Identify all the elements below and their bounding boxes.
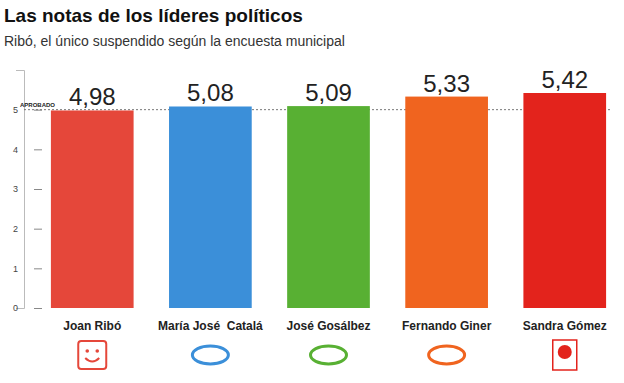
logo-shape (192, 346, 228, 364)
party-logo (78, 341, 106, 369)
y-tick-label: 4 (13, 145, 18, 155)
party-logo (192, 346, 228, 364)
y-tick: 4 (13, 145, 42, 155)
logo-shape (558, 345, 572, 359)
data-labels: 4,98 5,08 5,09 5,33 5,42 (69, 66, 588, 110)
y-tick-label: 2 (13, 224, 18, 234)
y-tick: 2 (13, 224, 42, 234)
logo-shape (311, 346, 347, 364)
logo-shape (429, 346, 465, 364)
x-tick: Sandra Gómez (523, 319, 607, 333)
bar (287, 106, 370, 308)
bar (523, 93, 606, 308)
bars (51, 93, 606, 308)
y-tick: 3 (13, 184, 42, 194)
y-tick-label: 0 (13, 303, 18, 313)
logo-shape (85, 358, 99, 362)
data-label: 5,08 (187, 79, 234, 106)
x-axis: Joan Ribó María José Catalá José Gosálbez F… (63, 319, 607, 333)
bar (405, 97, 488, 308)
data-label: 5,33 (423, 70, 470, 97)
x-tick: Joan Ribó (63, 319, 121, 333)
data-label: 5,42 (541, 66, 588, 93)
y-tick: 0 (13, 303, 42, 313)
data-label: 5,09 (305, 79, 352, 106)
chart: Las notas de los líderes políticos Ribó, … (0, 0, 624, 383)
logo-shape (95, 349, 99, 353)
subtitle: Ribó, el único suspendido según la encue… (4, 33, 345, 49)
logo-shape (553, 340, 577, 370)
y-tick: 1 (13, 264, 42, 274)
y-tick-label: 5 (13, 105, 18, 115)
x-tick-label: Joan Ribó (63, 319, 121, 333)
party-logo (553, 340, 577, 370)
bar (51, 110, 134, 308)
x-tick-label: Fernando Giner (402, 319, 492, 333)
title: Las notas de los líderes políticos (4, 5, 303, 26)
x-tick: Fernando Giner (402, 319, 492, 333)
x-tick-label: Sandra Gómez (523, 319, 607, 333)
y-tick-mark (34, 308, 42, 309)
logo-shape (78, 341, 106, 369)
x-tick: José Gosálbez (286, 319, 370, 333)
y-tick-mark (34, 149, 42, 150)
y-tick-mark (34, 268, 42, 269)
x-tick-label: María José Catalá (158, 319, 263, 333)
y-tick-label: 1 (13, 264, 18, 274)
annotation-label: APROBADO (20, 102, 55, 108)
party-logo (311, 346, 347, 364)
bar (169, 106, 252, 308)
data-label: 4,98 (69, 83, 116, 110)
party-logo (429, 346, 465, 364)
party-logos (78, 340, 577, 370)
x-tick-label: José Gosálbez (286, 319, 370, 333)
y-tick-mark (34, 229, 42, 230)
logo-shape (85, 349, 89, 353)
y-tick-mark (34, 189, 42, 190)
x-tick: María José Catalá (158, 319, 263, 333)
y-tick-label: 3 (13, 184, 18, 194)
